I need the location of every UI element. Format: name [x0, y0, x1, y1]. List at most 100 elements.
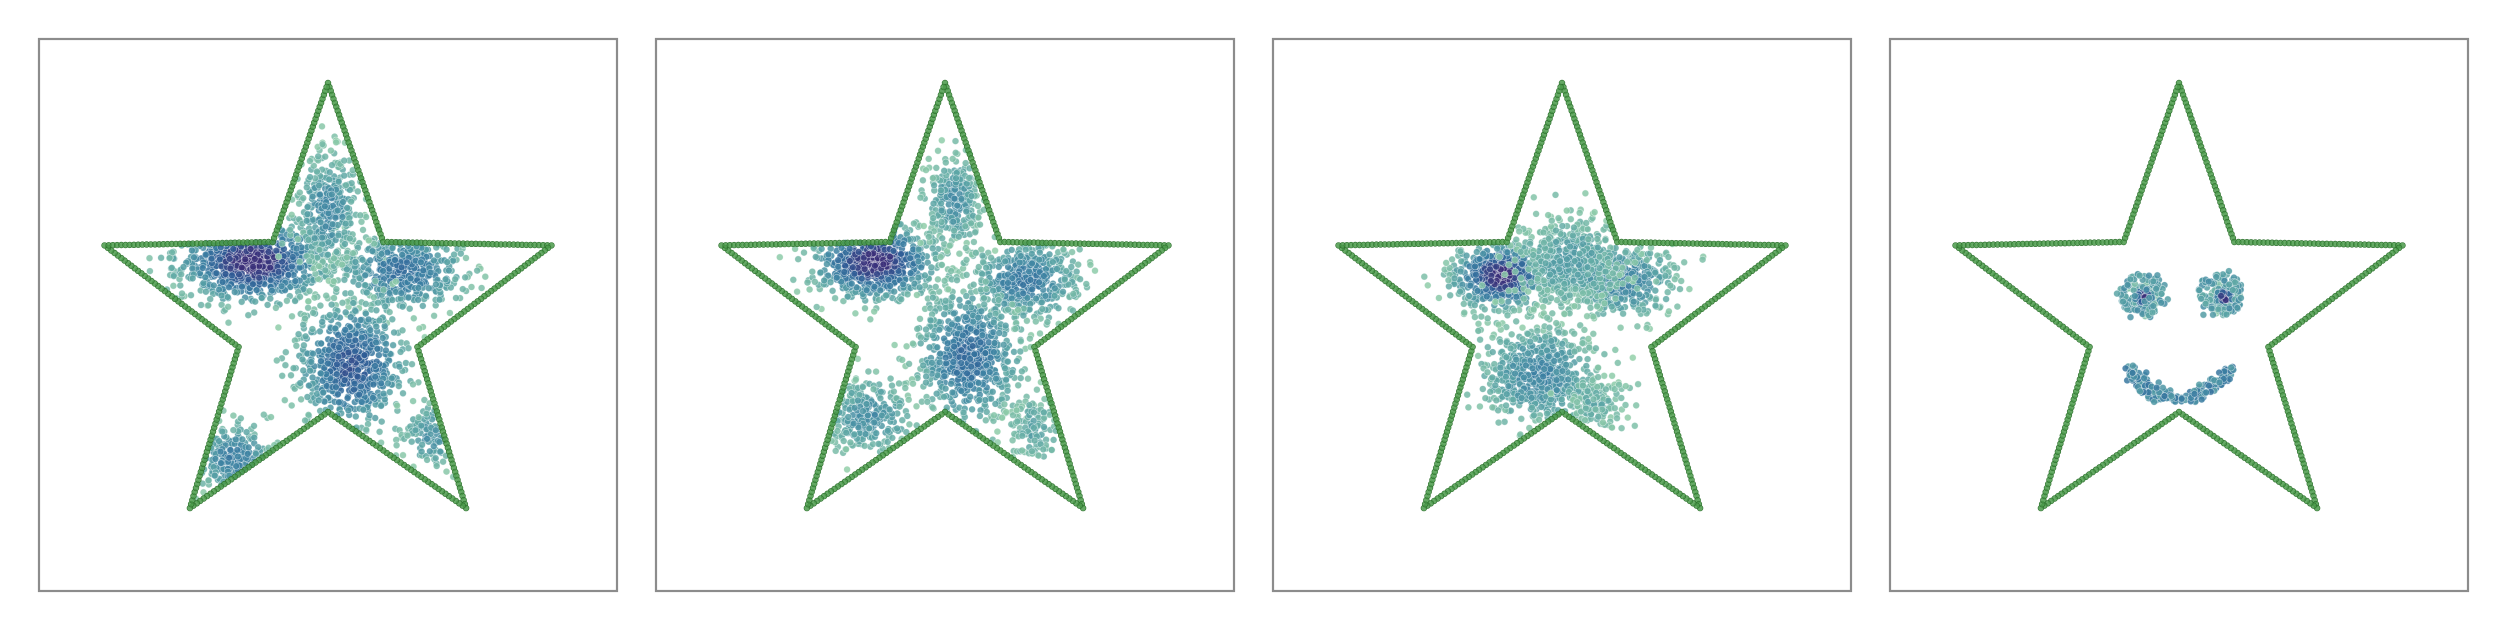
scatter-point: [333, 360, 341, 369]
scatter-point: [331, 324, 339, 333]
scatter-point: [859, 383, 867, 391]
scatter-point: [1003, 387, 1012, 395]
scatter-point: [1035, 278, 1043, 287]
scatter-point: [338, 213, 347, 221]
star-scatter-plot-2: [654, 37, 1236, 593]
scatter-point: [204, 301, 213, 310]
scatter-point: [912, 402, 921, 410]
scatter-point: [844, 292, 852, 301]
scatter-point: [231, 288, 239, 296]
scatter-point: [251, 255, 259, 263]
scatter-point: [330, 294, 338, 302]
scatter-point: [917, 263, 925, 272]
scatter-point: [374, 299, 382, 307]
scatter-point: [800, 248, 808, 257]
scatter-point: [925, 155, 933, 163]
scatter-point: [294, 235, 302, 243]
scatter-point: [872, 429, 880, 437]
scatter-point: [341, 369, 349, 377]
scatter-point: [388, 296, 397, 304]
scatter-point: [899, 240, 908, 248]
scatter-point: [940, 310, 948, 318]
scatter-point: [969, 342, 977, 350]
scatter-point: [333, 370, 341, 378]
scatter-point: [266, 263, 274, 272]
scatter-point: [433, 462, 441, 470]
scatter-point: [361, 271, 369, 280]
scatter-point: [299, 321, 307, 329]
scatter-point: [260, 411, 268, 419]
scatter-point: [874, 440, 883, 448]
scatter-point: [805, 285, 814, 294]
scatter-point: [1014, 381, 1022, 389]
scatter-point: [335, 398, 343, 406]
scatter-point: [929, 331, 937, 340]
scatter-point: [308, 373, 317, 382]
scatter-point: [251, 297, 259, 306]
scatter-point: [344, 348, 353, 357]
scatter-point: [864, 367, 873, 376]
scatter-point: [990, 318, 998, 327]
scatter-point: [335, 343, 343, 351]
scatter-point: [940, 372, 948, 380]
scatter-point: [349, 277, 358, 286]
scatter-point: [318, 318, 326, 326]
scatter-point: [914, 273, 923, 282]
scatter-point: [406, 274, 415, 283]
scatter-point: [969, 281, 978, 289]
scatter-point: [176, 281, 185, 290]
scatter-point: [339, 198, 347, 206]
scatter-point: [913, 291, 921, 299]
scatter-point: [341, 376, 349, 384]
scatter-point: [266, 294, 275, 303]
scatter-point: [848, 389, 856, 397]
scatter-point: [347, 197, 355, 206]
scatter-point: [303, 393, 312, 401]
scatter-point: [352, 412, 360, 421]
scatter-point: [303, 183, 311, 192]
scatter-point: [872, 367, 880, 376]
scatter-point: [341, 240, 349, 248]
scatter-point: [315, 181, 323, 190]
scatter-point: [873, 270, 881, 278]
scatter-point: [932, 164, 940, 172]
scatter-point: [1001, 364, 1009, 372]
scatter-point: [377, 250, 386, 258]
scatter-point: [408, 438, 416, 446]
scatter-point: [849, 419, 858, 428]
scatter-point: [962, 292, 970, 300]
scatter-point: [233, 446, 242, 454]
scatter-point: [252, 286, 261, 294]
scatter-point: [1032, 317, 1040, 326]
scatter-point: [305, 287, 314, 295]
scatter-point: [916, 283, 924, 292]
scatter-point: [381, 302, 389, 310]
scatter-point: [850, 430, 859, 439]
scatter-point: [834, 263, 842, 271]
scatter-point: [1036, 329, 1044, 338]
scatter-point: [361, 281, 369, 289]
scatter-point: [375, 428, 384, 436]
scatter-point: [317, 369, 325, 378]
scatter-point: [332, 383, 340, 391]
scatter-point: [366, 256, 374, 265]
scatter-point: [905, 396, 913, 404]
scatter-point: [851, 309, 860, 318]
scatter-point: [459, 285, 467, 293]
scatter-point: [966, 325, 975, 333]
scatter-point: [221, 270, 230, 278]
scatter-point: [351, 258, 360, 266]
scatter-point: [379, 389, 388, 398]
scatter-point: [212, 269, 221, 277]
scatter-point: [211, 471, 219, 480]
scatter-point: [840, 437, 848, 445]
scatter-point: [409, 397, 417, 405]
scatter-point: [882, 291, 890, 300]
scatter-point: [944, 285, 953, 294]
scatter-point: [997, 313, 1005, 321]
scatter-point: [305, 381, 313, 390]
scatter-point: [296, 258, 304, 266]
scatter-point: [377, 402, 385, 410]
scatter-point: [206, 295, 214, 303]
scatter-point: [363, 288, 371, 297]
